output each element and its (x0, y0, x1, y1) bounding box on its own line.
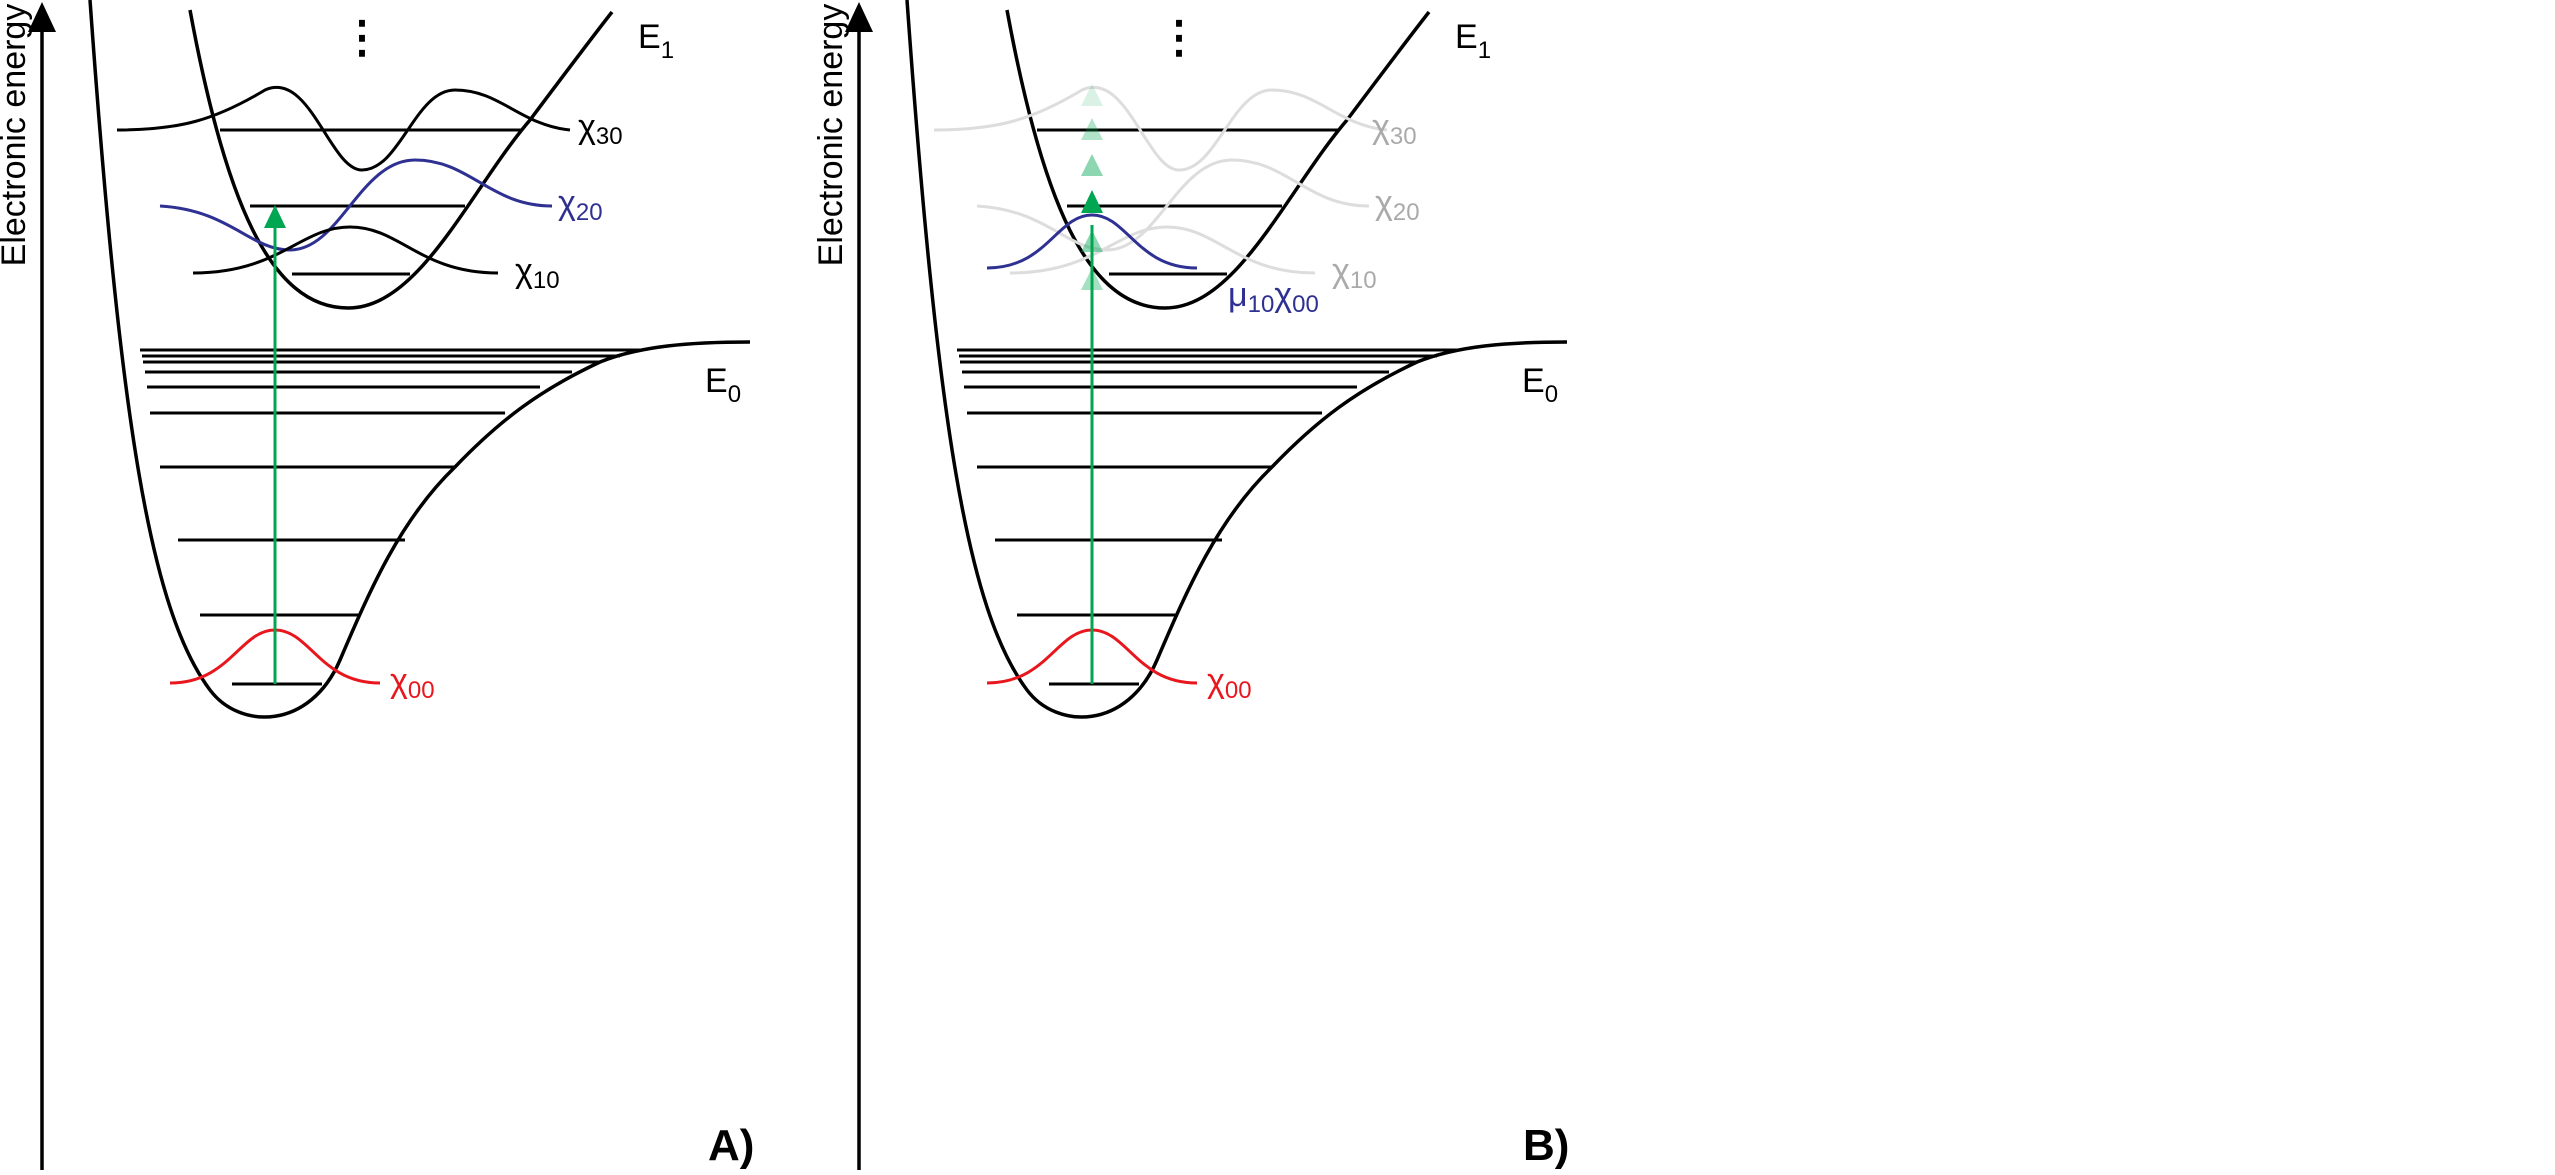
mu-chi-label: μ10χ00 (1228, 276, 1319, 318)
e0-label: E0 (1522, 362, 1558, 408)
potential-energy-curves (26, 0, 752, 1172)
axis-label: Electronic energy (0, 4, 33, 267)
chi10-label: χ10 (1332, 252, 1377, 294)
arrowhead-stack (1081, 84, 1103, 290)
mu-chi-wavefunction (986, 213, 1198, 270)
arrowhead (1081, 268, 1103, 290)
chi10-label: χ10 (515, 252, 560, 294)
ellipsis: ⋮ (1157, 13, 1201, 62)
potential-energy-curves (843, 0, 1569, 1172)
chi30-label: χ30 (578, 108, 623, 150)
chi10-wavefunction (191, 225, 500, 275)
e1-label: E1 (1455, 18, 1491, 64)
arrowhead (1081, 230, 1103, 252)
chi20-label: χ20 (558, 184, 603, 226)
ellipsis: ⋮ (340, 13, 384, 62)
e0-label: E0 (705, 362, 741, 408)
arrowhead (1081, 154, 1103, 176)
arrowhead (264, 205, 286, 228)
chi00-label: χ00 (390, 662, 435, 704)
arrowhead (1081, 84, 1103, 106)
chi20-label: χ20 (1375, 184, 1420, 226)
axis-label: Electronic energy (812, 4, 850, 267)
arrowhead (1081, 190, 1103, 213)
panel-b: Electronic energy ⋮ E1 E0 χ30 χ20 χ10 μ1… (812, 0, 1569, 1172)
arrowhead (1081, 118, 1103, 140)
e1-label: E1 (638, 18, 674, 64)
panel-label-a: A) (708, 1121, 754, 1170)
chi30-label: χ30 (1372, 108, 1417, 150)
chi00-label: χ00 (1207, 662, 1252, 704)
panel-a: Electronic energy ⋮ E1 E0 χ30 χ20 χ10 χ0… (0, 0, 754, 1172)
panel-label-b: B) (1523, 1121, 1569, 1170)
